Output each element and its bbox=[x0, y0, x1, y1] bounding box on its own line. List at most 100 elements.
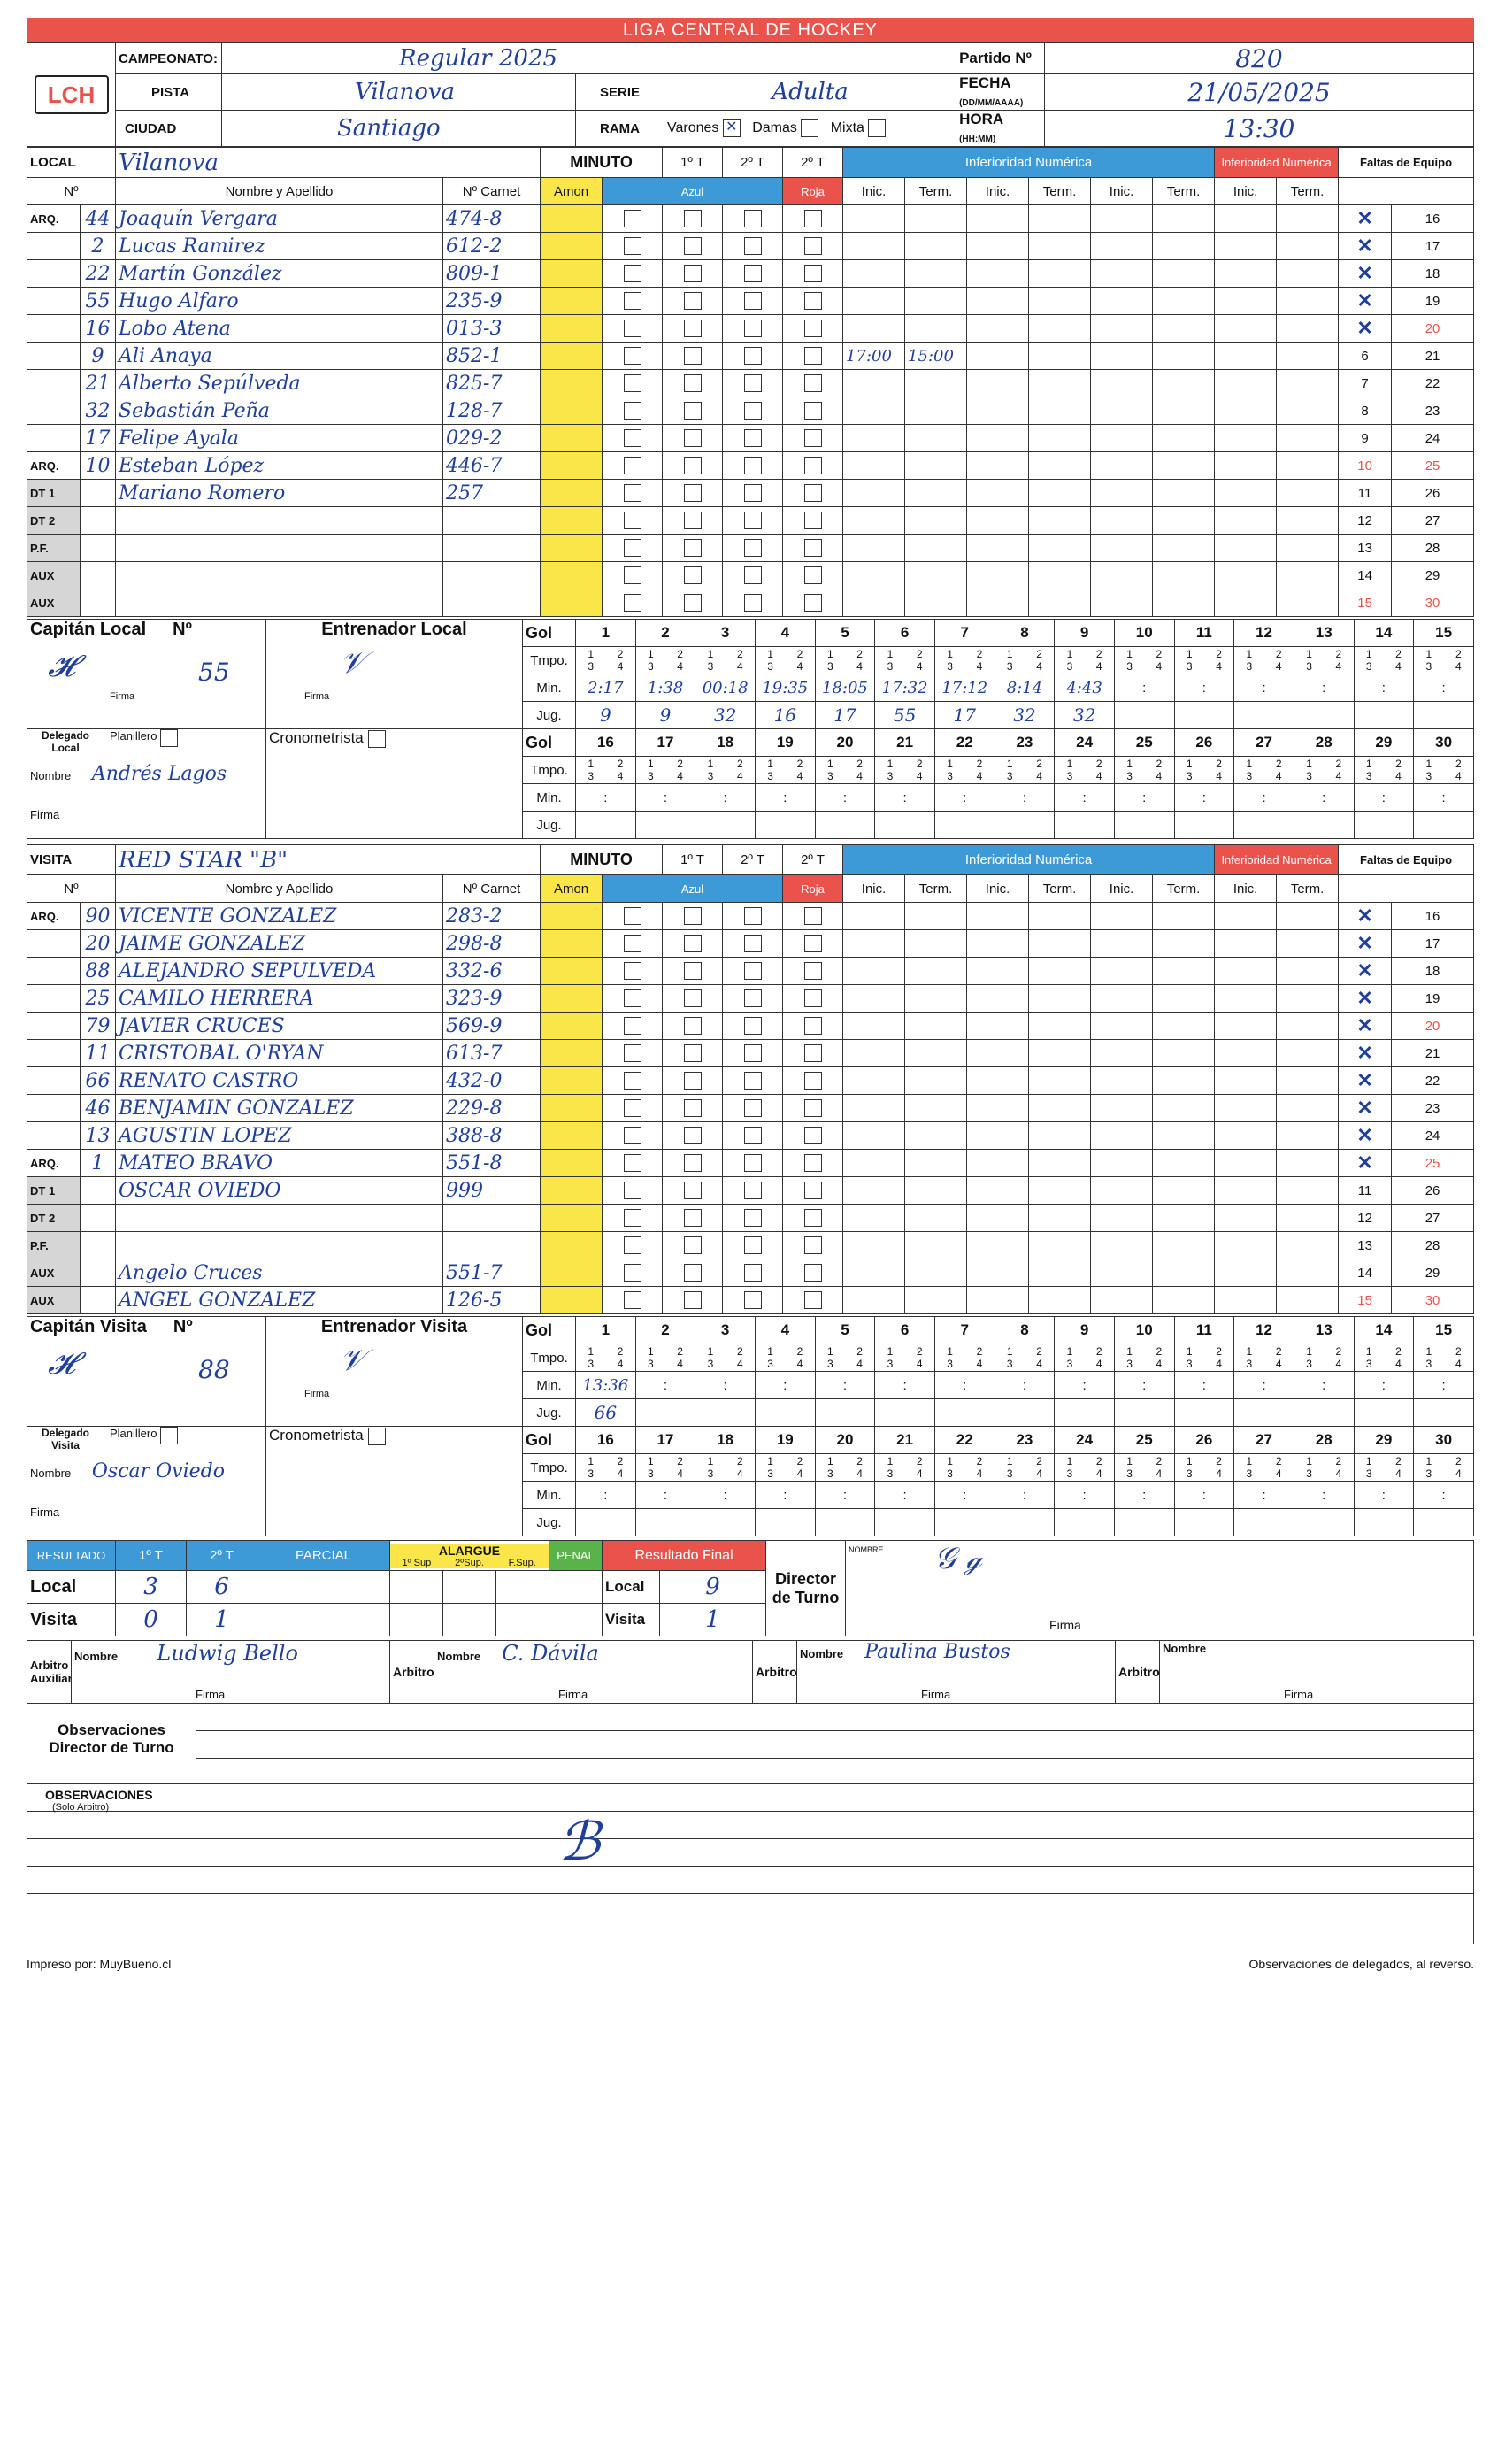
card-cell[interactable] bbox=[782, 397, 844, 425]
inferioridad-cell[interactable] bbox=[1028, 1204, 1092, 1232]
inferioridad-cell[interactable] bbox=[1152, 1259, 1216, 1287]
inferioridad-cell[interactable] bbox=[1214, 534, 1278, 562]
inferioridad-cell[interactable] bbox=[966, 1231, 1030, 1259]
goal-minute[interactable]: : bbox=[1233, 783, 1294, 812]
inferioridad-cell[interactable] bbox=[1276, 506, 1340, 535]
card-checkbox[interactable] bbox=[683, 1127, 702, 1144]
goal-player[interactable] bbox=[933, 1398, 995, 1427]
card-checkbox[interactable] bbox=[743, 1072, 762, 1090]
inferioridad-cell[interactable] bbox=[966, 902, 1030, 930]
card-checkbox[interactable] bbox=[623, 989, 641, 1007]
player-number[interactable]: 79 bbox=[79, 1012, 117, 1040]
inferioridad-cell[interactable] bbox=[1152, 1176, 1216, 1205]
player-name[interactable]: Martín González bbox=[115, 259, 444, 288]
player-name[interactable]: AGUSTIN LOPEZ bbox=[115, 1121, 444, 1150]
inferioridad-cell[interactable] bbox=[1090, 369, 1154, 397]
goal-minute[interactable]: 00:18 bbox=[695, 674, 756, 702]
inferioridad-cell[interactable] bbox=[904, 1066, 968, 1095]
goal-player[interactable] bbox=[994, 1508, 1056, 1536]
inferioridad-cell[interactable] bbox=[842, 259, 906, 288]
foul-mark[interactable]: 11 bbox=[1338, 1176, 1393, 1205]
amon-cell[interactable] bbox=[540, 1039, 603, 1067]
card-cell[interactable] bbox=[722, 1121, 784, 1150]
inferioridad-cell[interactable] bbox=[1028, 984, 1092, 1013]
card-checkbox[interactable] bbox=[683, 935, 702, 952]
card-checkbox[interactable] bbox=[623, 1182, 641, 1199]
inferioridad-cell[interactable] bbox=[966, 232, 1030, 260]
inferioridad-cell[interactable] bbox=[1028, 397, 1092, 425]
player-number[interactable] bbox=[79, 1286, 117, 1314]
inferioridad-cell[interactable] bbox=[1090, 1012, 1154, 1040]
card-checkbox[interactable] bbox=[683, 1182, 702, 1199]
card-cell[interactable] bbox=[662, 902, 724, 930]
card-checkbox[interactable] bbox=[803, 265, 822, 282]
card-cell[interactable] bbox=[662, 1286, 724, 1314]
inferioridad-cell[interactable] bbox=[1214, 451, 1278, 480]
goal-minute[interactable]: : bbox=[1353, 1371, 1415, 1399]
foul-mark[interactable]: ✕ bbox=[1338, 1039, 1393, 1067]
player-carnet[interactable]: 128-7 bbox=[442, 397, 541, 425]
goal-player[interactable] bbox=[754, 1398, 816, 1427]
card-checkbox[interactable] bbox=[623, 1017, 641, 1035]
inferioridad-cell[interactable] bbox=[1214, 902, 1278, 930]
inferioridad-cell[interactable] bbox=[1090, 1176, 1154, 1205]
inferioridad-cell[interactable] bbox=[1028, 1259, 1092, 1287]
card-checkbox[interactable] bbox=[623, 457, 641, 474]
amon-cell[interactable] bbox=[540, 1259, 603, 1287]
inferioridad-cell[interactable] bbox=[966, 1121, 1030, 1150]
foul-mark[interactable]: 12 bbox=[1338, 1204, 1393, 1232]
inferioridad-cell[interactable] bbox=[904, 287, 968, 315]
res-visita-sup2[interactable] bbox=[442, 1603, 496, 1636]
inferioridad-cell[interactable] bbox=[1214, 1121, 1278, 1150]
inferioridad-cell[interactable] bbox=[904, 902, 968, 930]
card-checkbox[interactable] bbox=[803, 1044, 822, 1062]
goal-minute[interactable]: : bbox=[634, 1371, 696, 1399]
card-checkbox[interactable] bbox=[683, 402, 702, 420]
card-cell[interactable] bbox=[662, 232, 724, 260]
goal-minute[interactable]: 17:12 bbox=[933, 674, 995, 702]
goal-player[interactable] bbox=[874, 1508, 935, 1536]
goal-player[interactable]: 55 bbox=[874, 701, 935, 729]
inferioridad-cell[interactable] bbox=[1214, 314, 1278, 343]
player-number[interactable]: 32 bbox=[79, 397, 117, 425]
final-local-value[interactable]: 9 bbox=[659, 1570, 767, 1604]
card-checkbox[interactable] bbox=[623, 1236, 641, 1254]
inferioridad-cell[interactable] bbox=[1152, 424, 1216, 452]
inferioridad-cell[interactable] bbox=[1028, 1286, 1092, 1314]
goal-player[interactable] bbox=[754, 811, 816, 839]
inferioridad-cell[interactable] bbox=[966, 287, 1030, 315]
goal-minute[interactable]: : bbox=[1113, 674, 1175, 702]
goal-player[interactable]: 17 bbox=[933, 701, 995, 729]
amon-cell[interactable] bbox=[540, 204, 603, 233]
inferioridad-cell[interactable] bbox=[966, 259, 1030, 288]
ciudad-value[interactable]: Santiago bbox=[221, 110, 576, 147]
card-cell[interactable] bbox=[662, 451, 724, 480]
inferioridad-cell[interactable] bbox=[1152, 534, 1216, 562]
inferioridad-cell[interactable] bbox=[1276, 1121, 1340, 1150]
card-cell[interactable] bbox=[662, 506, 724, 535]
amon-cell[interactable] bbox=[540, 369, 603, 397]
entrenador-area[interactable]: Entrenador Local 𝒱 Firma bbox=[265, 619, 523, 729]
inferioridad-cell[interactable] bbox=[842, 1231, 906, 1259]
inferioridad-cell[interactable] bbox=[842, 1121, 906, 1150]
goal-minute[interactable]: : bbox=[994, 783, 1056, 812]
cronometrista-area[interactable]: Cronometrista bbox=[265, 1426, 523, 1536]
card-cell[interactable] bbox=[782, 1121, 844, 1150]
inferioridad-cell[interactable] bbox=[1152, 1121, 1216, 1150]
card-cell[interactable] bbox=[722, 1039, 784, 1067]
card-checkbox[interactable] bbox=[623, 907, 641, 925]
inferioridad-cell[interactable] bbox=[966, 314, 1030, 343]
goal-player[interactable] bbox=[994, 811, 1056, 839]
goal-player[interactable] bbox=[634, 1508, 696, 1536]
card-checkbox[interactable] bbox=[803, 1072, 822, 1090]
card-cell[interactable] bbox=[662, 1149, 724, 1177]
res-local-t2[interactable]: 6 bbox=[186, 1570, 257, 1604]
card-cell[interactable] bbox=[602, 1121, 664, 1150]
card-checkbox[interactable] bbox=[683, 1099, 702, 1117]
player-name[interactable]: Lobo Atena bbox=[115, 314, 444, 343]
